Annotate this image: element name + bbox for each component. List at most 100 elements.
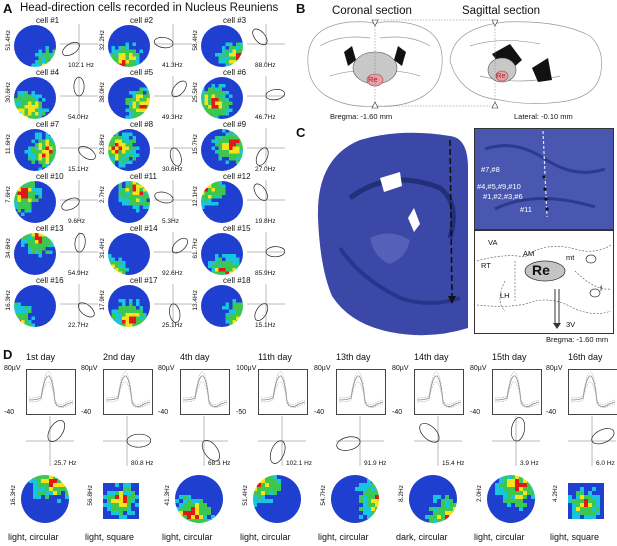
sagittal-section-outline [449,21,602,104]
firing-rate-map [108,181,150,223]
session-day-label: 11th day [258,352,292,362]
sagittal-ventricle-2 [532,58,552,82]
cell-label: cell #2 [130,16,154,25]
firing-rate-map [568,483,605,520]
waveform-y-bottom: -40 [546,409,557,416]
panel-a-title: Head-direction cells recorded in Nucleus… [20,2,279,14]
recording-condition: light, square [85,532,135,542]
polar-peak-rate: 3.9 Hz [520,460,539,467]
waveform-y-top: 80µV [546,365,563,372]
session-day-label: 1st day [26,352,56,362]
cell-label: cell #1 [36,16,60,25]
polar-peak-rate: 25.1Hz [162,322,183,329]
coronal-ventricles [344,46,406,66]
waveform-y-top: 80µV [392,365,409,372]
panel-b-letter: B [296,1,306,16]
waveform-y-top: 80µV [4,365,21,372]
track-label-7-8: #7,#8 [481,165,500,174]
atlas-label-lh: LH [500,291,510,300]
session-day-label: 15th day [492,352,527,362]
hd-polar-plot [154,232,192,272]
coronal-re-label: Re [368,75,378,84]
map-peak-rate: 7.6Hz [5,186,12,203]
cell-label: cell #7 [36,120,60,129]
map-peak-rate: 12.1Hz [192,186,199,207]
spike-waveform-plot [26,369,76,415]
polar-peak-rate: 91.9 Hz [364,460,387,467]
waveform-y-top: 80µV [158,365,175,372]
firing-rate-map [253,475,301,523]
cell-label: cell #11 [130,172,157,181]
hd-polar-plot [26,416,74,466]
hd-polar-plot [247,284,285,324]
cell-label: cell #15 [223,224,251,233]
firing-rate-map [409,475,457,523]
hd-polar-plot [60,76,98,116]
sagittal-title: Sagittal section [462,5,540,17]
polar-peak-rate: 15.1Hz [255,322,276,329]
session-day-label: 13th day [336,352,371,362]
recording-condition: light, circular [474,532,525,542]
waveform-y-top: 80µV [470,365,487,372]
hd-polar-plot [568,416,616,466]
panel-d-letter: D [3,347,13,362]
polar-peak-rate: 6.0 Hz [596,460,615,467]
histology-coronal-slice [310,128,470,340]
session-day-label: 4th day [180,352,210,362]
spike-waveform-plot [568,369,617,415]
polar-peak-rate: 102.1 Hz [286,460,313,467]
map-peak-rate: 2.0Hz [476,485,483,502]
map-peak-rate: 16.3Hz [10,485,17,506]
track-label-11: #11 [520,205,532,214]
polar-peak-rate: 15.4 Hz [442,460,465,467]
spike-waveform-plot [103,369,153,415]
map-peak-rate: 2.7Hz [99,186,106,203]
hd-polar-plot [154,128,192,168]
histology-zoom-panel [474,128,614,230]
map-peak-rate: 17.9Hz [99,290,106,311]
cell-label: cell #17 [130,276,158,285]
firing-rate-map [201,233,243,275]
polar-peak-rate: 68.3 Hz [208,460,231,467]
map-peak-rate: 15.7Hz [192,134,199,155]
cell-label: cell #6 [223,68,247,77]
atlas-label-rt: RT [481,261,491,270]
firing-rate-map [108,129,150,171]
hd-polar-plot [154,76,192,116]
cell-label: cell #4 [36,68,60,77]
hd-polar-plot [154,24,192,64]
session-day-label: 16th day [568,352,603,362]
sagittal-lateral-label: Lateral: -0.10 mm [514,112,573,121]
hd-polar-plot [247,232,285,272]
section-link-lines [374,19,496,107]
hd-polar-plot [60,128,98,168]
hd-polar-plot [247,24,285,64]
panel-a-letter: A [3,1,13,16]
spike-waveform-plot [492,369,542,415]
polar-peak-rate: 102.1 Hz [68,62,95,69]
hd-polar-plot [60,180,98,220]
firing-rate-map [108,285,150,327]
waveform-y-bottom: -40 [392,409,403,416]
polar-peak-rate: 15.1Hz [68,166,89,173]
sagittal-re-region [495,70,509,82]
map-peak-rate: 31.4Hz [99,238,106,259]
firing-rate-map [14,129,56,171]
atlas-schematics [307,19,602,109]
firing-rate-map [103,483,140,520]
map-peak-rate: 51.4Hz [5,30,12,51]
hd-polar-plot [154,284,192,324]
coronal-title: Coronal section [332,5,412,17]
map-peak-rate: 23.8Hz [99,134,106,155]
polar-peak-rate: 41.3Hz [162,62,183,69]
cell-label: cell #8 [130,120,154,129]
map-peak-rate: 61.7Hz [192,238,199,259]
map-peak-rate: 32.2Hz [99,30,106,51]
firing-rate-map [175,475,223,523]
map-peak-rate: 51.4Hz [242,485,249,506]
polar-peak-rate: 9.6Hz [68,218,85,225]
cell-label: cell #13 [36,224,64,233]
polar-peak-rate: 85.9Hz [255,270,276,277]
atlas-label-3v: 3V [566,320,576,329]
firing-rate-map [108,77,150,119]
